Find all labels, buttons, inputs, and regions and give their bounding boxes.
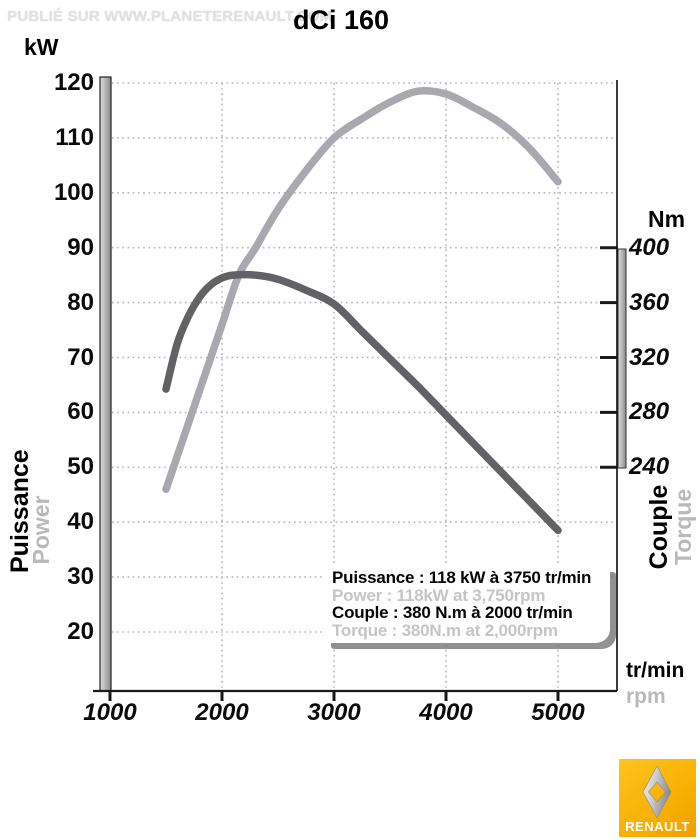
gridlines [112,82,617,691]
legend-box: Puissance : 118 kW à 3750 tr/min Power :… [325,566,610,643]
legend-power-en: Power : 118kW at 3,750rpm [332,585,546,605]
legend-torque-en: Torque : 380N.m at 2,000rpm [332,620,558,640]
renault-wordmark: RENAULT [625,819,690,834]
torque-curve [162,270,562,535]
renault-diamond-icon [642,766,672,818]
power-curve [162,86,562,494]
renault-logo: RENAULT [619,759,696,837]
curves [162,86,562,535]
axes [93,76,627,701]
legend-power-fr: Puissance : 118 kW à 3750 tr/min [332,568,592,587]
legend-torque-fr: Couple : 380 N.m à 2000 tr/min [332,603,573,622]
